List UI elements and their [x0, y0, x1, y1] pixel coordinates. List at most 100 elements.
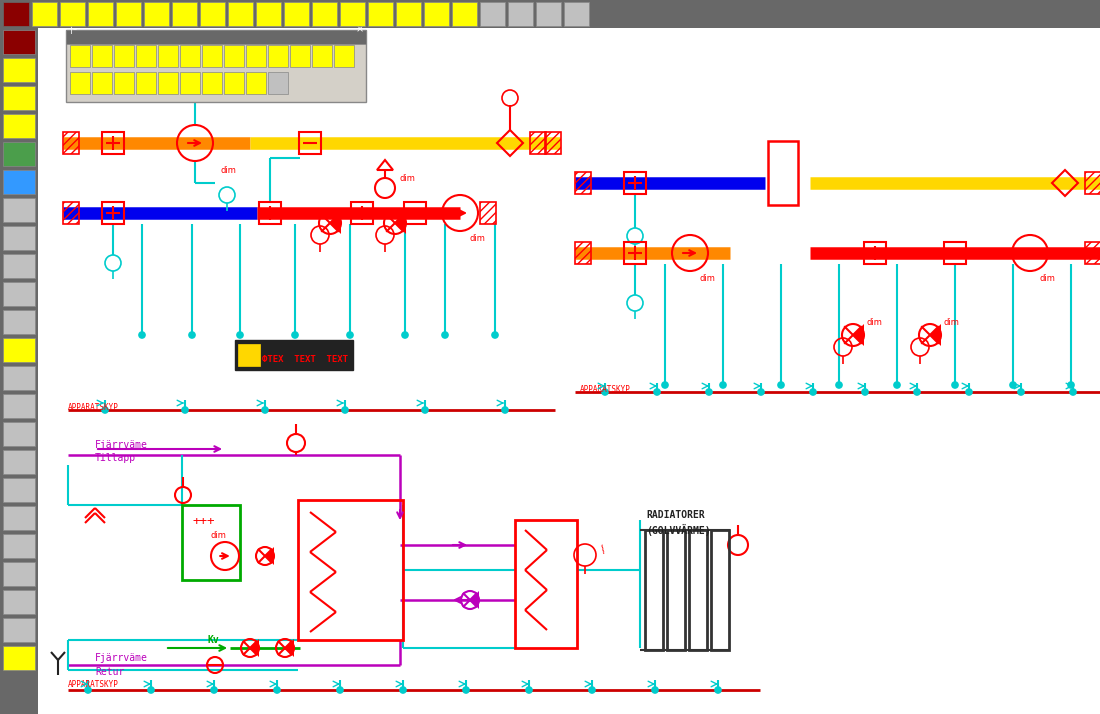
Bar — [3, 366, 35, 390]
Bar — [238, 344, 260, 366]
Text: ФТЕХ  TEXT  TEXT: ФТЕХ TEXT TEXT — [262, 355, 348, 364]
Bar — [3, 338, 35, 362]
Bar — [645, 530, 663, 650]
Bar — [3, 114, 35, 138]
Bar — [256, 2, 280, 26]
Bar — [3, 562, 35, 586]
Bar — [3, 254, 35, 278]
Bar — [3, 282, 35, 306]
Bar — [1085, 172, 1100, 194]
Bar — [180, 72, 200, 94]
Bar — [3, 478, 35, 502]
Circle shape — [148, 687, 154, 693]
Text: dim: dim — [470, 234, 486, 243]
Bar — [944, 242, 966, 264]
Bar — [312, 45, 332, 67]
Bar — [299, 132, 321, 154]
Bar — [258, 202, 280, 224]
Bar — [1085, 242, 1100, 264]
Text: APPARATSKYP: APPARATSKYP — [68, 680, 119, 689]
Text: Fjärrväme: Fjärrväme — [95, 653, 147, 663]
Bar — [334, 45, 354, 67]
Text: Fjärrväme: Fjärrväme — [95, 440, 147, 450]
Circle shape — [1018, 389, 1024, 395]
Circle shape — [588, 687, 595, 693]
Circle shape — [836, 382, 842, 388]
Circle shape — [102, 407, 108, 413]
Text: Retur: Retur — [95, 667, 124, 677]
Bar — [3, 394, 35, 418]
Bar — [3, 58, 35, 82]
Circle shape — [139, 332, 145, 338]
Polygon shape — [395, 212, 406, 234]
Text: dim: dim — [344, 208, 360, 217]
Bar — [202, 72, 222, 94]
Text: dim: dim — [400, 174, 416, 183]
Text: dim: dim — [867, 318, 883, 327]
Circle shape — [914, 389, 920, 395]
Circle shape — [758, 389, 764, 395]
Circle shape — [400, 687, 406, 693]
Circle shape — [654, 389, 660, 395]
Bar — [530, 132, 546, 154]
Polygon shape — [265, 547, 274, 565]
Bar — [3, 534, 35, 558]
Circle shape — [810, 389, 816, 395]
Circle shape — [778, 382, 784, 388]
Bar — [312, 2, 337, 26]
Bar — [158, 72, 178, 94]
Circle shape — [720, 382, 726, 388]
Bar — [3, 2, 29, 26]
Polygon shape — [285, 639, 294, 657]
Bar — [268, 72, 288, 94]
Bar — [70, 45, 90, 67]
Bar — [114, 45, 134, 67]
Bar — [768, 141, 798, 205]
Circle shape — [1010, 382, 1016, 388]
Text: /: / — [600, 545, 608, 555]
Bar — [66, 30, 366, 102]
Circle shape — [463, 687, 469, 693]
Bar — [368, 2, 393, 26]
Circle shape — [502, 407, 508, 413]
Circle shape — [602, 389, 608, 395]
Bar — [575, 242, 591, 264]
Bar — [224, 72, 244, 94]
Bar — [3, 226, 35, 250]
Bar — [396, 2, 421, 26]
Bar — [284, 2, 309, 26]
Circle shape — [442, 332, 448, 338]
Bar — [32, 2, 57, 26]
Bar — [290, 45, 310, 67]
Bar — [3, 450, 35, 474]
Text: APPARATSKYP: APPARATSKYP — [68, 403, 119, 412]
Circle shape — [274, 687, 280, 693]
Bar — [158, 45, 178, 67]
Circle shape — [422, 407, 428, 413]
Circle shape — [1070, 389, 1076, 395]
Bar — [3, 506, 35, 530]
Bar — [136, 72, 156, 94]
Bar — [88, 2, 113, 26]
Bar — [70, 72, 90, 94]
Bar — [564, 2, 589, 26]
Circle shape — [894, 382, 900, 388]
Bar — [3, 590, 35, 614]
Text: dim: dim — [409, 208, 425, 217]
Bar — [3, 170, 35, 194]
Bar — [102, 202, 124, 224]
Bar — [480, 202, 496, 224]
Circle shape — [346, 332, 353, 338]
Circle shape — [715, 687, 720, 693]
Bar — [864, 242, 886, 264]
Text: dim: dim — [220, 166, 235, 175]
Bar — [340, 2, 365, 26]
Circle shape — [236, 332, 243, 338]
Circle shape — [337, 687, 343, 693]
Bar — [351, 202, 373, 224]
Bar — [3, 310, 35, 334]
Bar — [172, 2, 197, 26]
Bar — [144, 2, 169, 26]
Bar — [63, 132, 79, 154]
Circle shape — [706, 389, 712, 395]
